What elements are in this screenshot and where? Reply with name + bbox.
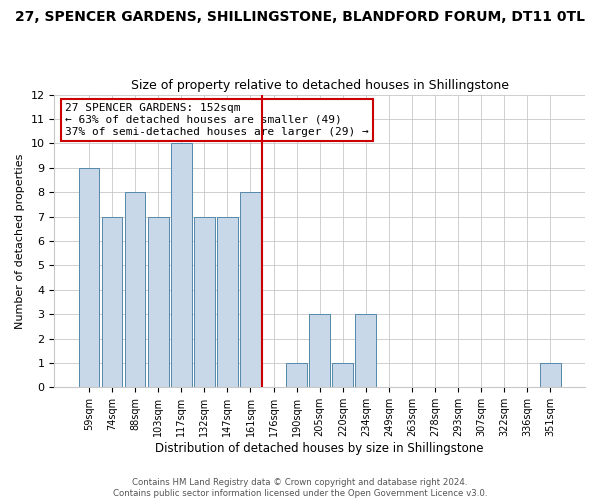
Y-axis label: Number of detached properties: Number of detached properties — [15, 154, 25, 328]
Text: 27 SPENCER GARDENS: 152sqm
← 63% of detached houses are smaller (49)
37% of semi: 27 SPENCER GARDENS: 152sqm ← 63% of deta… — [65, 104, 369, 136]
Bar — [540, 363, 561, 388]
Bar — [355, 314, 376, 388]
Bar — [148, 216, 169, 388]
Bar — [79, 168, 99, 388]
Bar — [332, 363, 353, 388]
Bar — [286, 363, 307, 388]
Text: Contains HM Land Registry data © Crown copyright and database right 2024.
Contai: Contains HM Land Registry data © Crown c… — [113, 478, 487, 498]
Bar — [194, 216, 215, 388]
Bar — [101, 216, 122, 388]
Bar — [171, 144, 191, 388]
Bar — [310, 314, 330, 388]
Bar — [217, 216, 238, 388]
Bar — [240, 192, 261, 388]
X-axis label: Distribution of detached houses by size in Shillingstone: Distribution of detached houses by size … — [155, 442, 484, 455]
Title: Size of property relative to detached houses in Shillingstone: Size of property relative to detached ho… — [131, 79, 509, 92]
Text: 27, SPENCER GARDENS, SHILLINGSTONE, BLANDFORD FORUM, DT11 0TL: 27, SPENCER GARDENS, SHILLINGSTONE, BLAN… — [15, 10, 585, 24]
Bar — [125, 192, 145, 388]
